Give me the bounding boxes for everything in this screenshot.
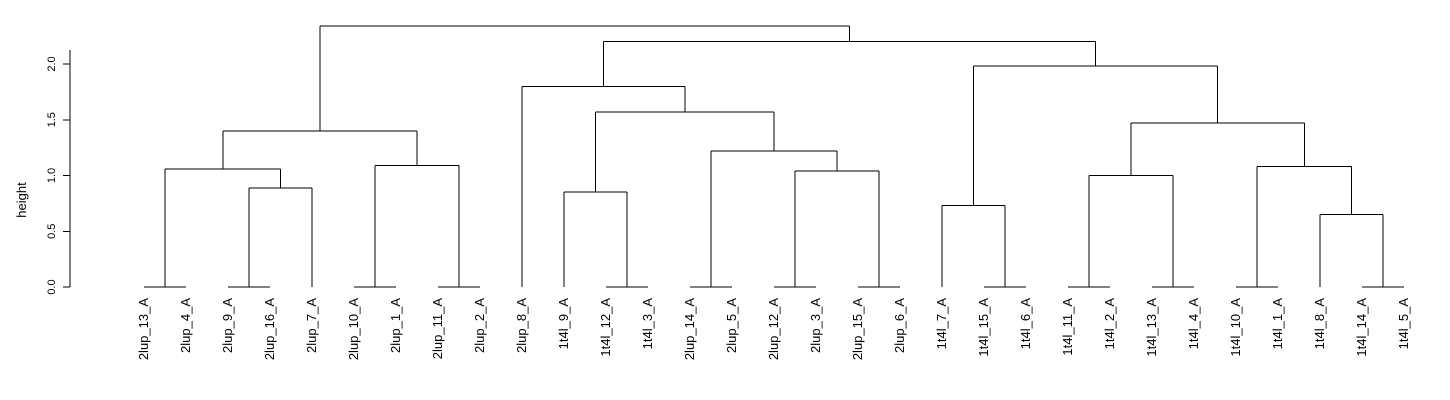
leaf-label: 2lup_1_A (388, 298, 403, 353)
leaf-label: 2lup_5_A (724, 298, 739, 353)
leaf-label: 1t4l_14_A (1354, 298, 1369, 357)
leaf-label: 2lup_7_A (304, 298, 319, 353)
leaf-label: 2lup_11_A (430, 298, 445, 360)
leaf-label: 1t4l_8_A (1312, 298, 1327, 350)
leaf-label: 2lup_13_A (136, 298, 151, 360)
leaf-label: 1t4l_11_A (1060, 298, 1075, 356)
dendrogram-tree (144, 25, 1404, 288)
leaf-labels: 2lup_13_A 2lup_4_A 2lup_9_A 2lup_16_A 2lup_7… (136, 298, 1411, 360)
leaf-label: 1t4l_6_A (1018, 298, 1033, 350)
y-tick-label: 0.0 (46, 279, 58, 294)
leaf-label: 1t4l_13_A (1144, 298, 1159, 357)
leaf-label: 2lup_15_A (850, 298, 865, 360)
y-axis-title: height (14, 182, 29, 218)
leaf-label: 2lup_8_A (514, 298, 529, 353)
leaf-label: 1t4l_9_A (556, 298, 571, 350)
leaf-label: 2lup_16_A (262, 298, 277, 360)
y-tick-label: 1.5 (46, 112, 58, 127)
leaf-label: 2lup_12_A (766, 298, 781, 360)
leaf-label: 1t4l_2_A (1102, 298, 1117, 350)
leaf-label: 1t4l_5_A (1396, 298, 1411, 350)
leaf-label: 1t4l_3_A (640, 298, 655, 350)
leaf-label: 1t4l_15_A (976, 298, 991, 357)
leaf-label: 2lup_9_A (220, 298, 235, 353)
leaf-label: 1t4l_12_A (598, 298, 613, 357)
leaf-label: 1t4l_10_A (1228, 298, 1243, 357)
y-tick-label: 0.5 (46, 224, 58, 239)
leaf-label: 2lup_2_A (472, 298, 487, 353)
y-axis-ticks: 0.0 0.5 1.0 1.5 2.0 (46, 56, 70, 295)
leaf-label: 1t4l_1_A (1270, 298, 1285, 350)
leaf-label: 2lup_3_A (808, 298, 823, 353)
leaf-label: 1t4l_4_A (1186, 298, 1201, 350)
leaf-label: 2lup_14_A (682, 298, 697, 360)
leaf-label: 2lup_6_A (892, 298, 907, 353)
leaf-label: 1t4l_7_A (934, 298, 949, 350)
y-tick-label: 1.0 (46, 168, 58, 183)
y-tick-label: 2.0 (46, 56, 58, 71)
leaf-label: 2lup_4_A (178, 298, 193, 353)
leaf-label: 2lup_10_A (346, 298, 361, 360)
